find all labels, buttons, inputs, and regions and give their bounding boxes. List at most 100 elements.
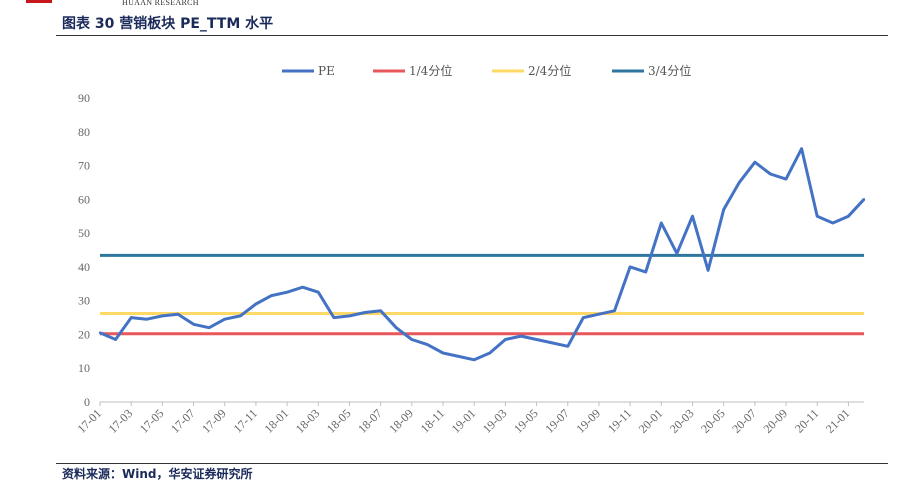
pe-point	[613, 309, 616, 312]
x-tick-label: 17-11	[231, 406, 260, 435]
pe-point	[675, 252, 679, 255]
pe-point	[161, 314, 164, 318]
pe-point	[348, 314, 351, 318]
pe-point	[769, 172, 772, 176]
pe-point	[722, 208, 725, 211]
pe-point	[239, 314, 242, 318]
pe-point	[410, 338, 414, 341]
pe-point	[379, 309, 382, 312]
pe-point	[441, 351, 445, 355]
pe-point	[504, 338, 507, 341]
pe-point	[519, 334, 523, 338]
pe-point	[223, 318, 226, 321]
pe-point	[738, 181, 741, 184]
pe-point	[488, 351, 491, 355]
x-tick-label: 19-03	[480, 406, 510, 436]
x-axis: 17-01 17-03 17-05 17-07 17-09 17-11 18-01 18-03…	[74, 401, 864, 436]
pe-point	[847, 215, 850, 218]
pe-point	[597, 312, 601, 316]
x-tick-label: 19-11	[605, 406, 634, 435]
pe-point	[301, 285, 304, 289]
pe-point	[566, 345, 569, 348]
pe-point	[395, 326, 398, 329]
x-tick-label: 20-05	[698, 406, 728, 436]
x-tick-label: 17-05	[137, 406, 167, 436]
pe-point	[176, 312, 180, 316]
x-tick-label: 18-07	[355, 406, 385, 436]
pe-point	[660, 221, 663, 225]
pe-point	[800, 147, 803, 150]
brand-mark	[26, 0, 52, 3]
x-tick-label: 18-05	[324, 406, 354, 436]
brand-name: HUAAN RESEARCH	[122, 0, 199, 7]
y-tick-label: 50	[78, 226, 90, 240]
legend-label: PE	[318, 64, 335, 78]
x-tick-label: 18-01	[262, 406, 292, 436]
x-tick-label: 17-03	[106, 406, 136, 436]
pe-point	[426, 343, 429, 346]
pe-point	[816, 215, 819, 218]
x-tick-label: 19-01	[449, 406, 479, 436]
pe-point	[753, 160, 757, 164]
y-tick-label: 60	[78, 192, 90, 206]
pe-line	[99, 147, 866, 362]
y-tick-label: 20	[78, 327, 90, 341]
pe-point	[535, 338, 538, 341]
pe-point	[706, 269, 710, 272]
chart-series	[98, 147, 866, 362]
pe-point	[550, 341, 554, 345]
pe-point	[317, 291, 320, 294]
legend-label: 2/4分位	[528, 63, 571, 78]
pe-point	[862, 198, 866, 201]
pe-point	[114, 338, 117, 341]
x-tick-label: 19-07	[542, 406, 572, 436]
header-divider	[56, 35, 888, 36]
pe-point	[98, 331, 102, 334]
pe-point	[270, 294, 273, 297]
pe-point	[254, 302, 258, 306]
pe-point	[145, 318, 148, 321]
pe-point	[784, 177, 788, 181]
y-tick-label: 40	[78, 260, 90, 274]
pe-point	[285, 291, 289, 294]
x-tick-label: 18-03	[293, 406, 323, 436]
x-tick-label: 17-09	[199, 406, 229, 436]
y-axis: 0 10 20 30 40 50 60 70 80 90	[78, 91, 90, 409]
y-tick-label: 10	[78, 361, 90, 375]
footer-divider	[56, 463, 888, 464]
y-tick-label: 70	[78, 159, 90, 173]
pe-point	[457, 355, 460, 358]
x-tick-label: 20-11	[792, 406, 821, 435]
y-tick-label: 0	[84, 395, 90, 409]
pe-point	[129, 316, 133, 319]
x-tick-label: 20-03	[667, 406, 697, 436]
y-tick-label: 80	[78, 125, 90, 139]
pe-point	[363, 311, 367, 314]
x-tick-label: 18-11	[418, 406, 447, 435]
pe-point	[332, 316, 336, 319]
pe-point	[628, 265, 632, 269]
chart-legend: PE 1/4分位 2/4分位 3/4分位	[282, 63, 691, 78]
x-tick-label: 20-07	[729, 406, 759, 436]
y-tick-label: 30	[78, 294, 90, 308]
x-tick-label: 18-09	[386, 406, 416, 436]
x-tick-label: 20-01	[636, 406, 666, 436]
x-tick-label: 21-01	[823, 406, 853, 436]
legend-label: 1/4分位	[409, 63, 452, 78]
x-tick-label: 17-01	[74, 406, 104, 436]
x-tick-label: 19-09	[573, 406, 603, 436]
legend-label: 3/4分位	[648, 63, 691, 78]
y-tick-label: 90	[78, 91, 90, 105]
source-note: 资料来源：Wind，华安证券研究所	[62, 467, 253, 481]
pe-point	[831, 221, 835, 225]
pe-point	[644, 270, 647, 274]
pe-point	[582, 316, 585, 319]
pe-point	[207, 326, 211, 329]
pe-point	[691, 215, 694, 218]
pe-point	[192, 323, 195, 326]
pe-point	[473, 358, 476, 361]
figure-title: 图表 30 营销板块 PE_TTM 水平	[62, 16, 274, 32]
x-tick-label: 19-05	[511, 406, 541, 436]
x-tick-label: 20-09	[760, 406, 790, 436]
